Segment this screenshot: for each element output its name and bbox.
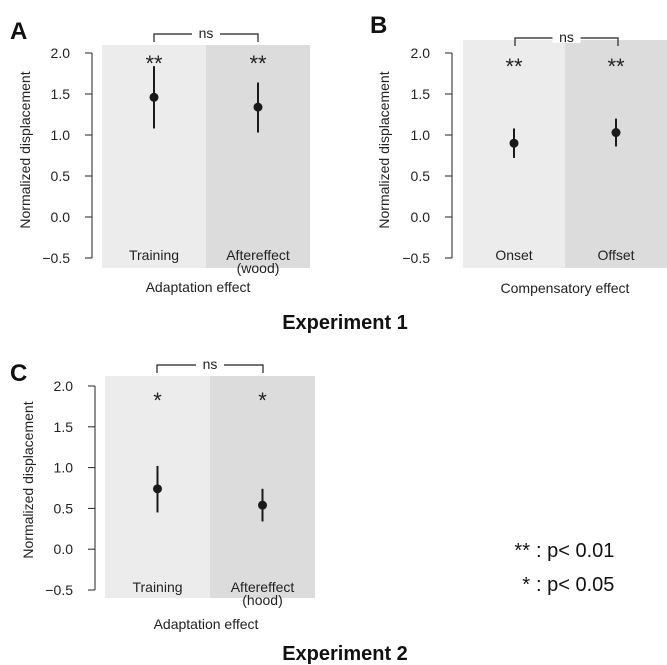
y-tick-label: 1.5 <box>51 86 71 102</box>
y-tick-label: −0.5 <box>45 582 73 598</box>
comparison-label-backdrop <box>192 25 220 39</box>
data-point <box>253 102 263 112</box>
y-tick-label: 0.0 <box>411 209 431 225</box>
plot-background-right <box>210 376 315 598</box>
plot-background-right <box>206 45 310 268</box>
x-axis-label: Adaptation effect <box>146 279 251 295</box>
y-tick-label: 1.0 <box>411 127 431 143</box>
significance-marker: ** <box>505 54 523 79</box>
panel-letter-c: C <box>10 360 27 387</box>
panel-letter-a: A <box>10 18 27 45</box>
y-tick-label: 1.0 <box>54 460 74 476</box>
significance-marker: * <box>258 388 267 413</box>
legend-symbol-double-star: ** <box>514 540 530 562</box>
y-tick-label: 2.0 <box>411 45 431 61</box>
y-tick-label: 1.5 <box>54 419 74 435</box>
data-point <box>509 138 519 148</box>
significance-marker: * <box>153 388 162 413</box>
category-label: Offset <box>597 247 634 263</box>
panel-b: B 2.0 1.5 1.0 0.5 0.0 −0.5 Normalized displace… <box>370 12 667 296</box>
comparison-label: ns <box>559 29 574 45</box>
experiment-2-label: Experiment 2 <box>282 643 408 665</box>
experiment-1-label: Experiment 1 <box>282 312 408 334</box>
x-axis-label: Adaptation effect <box>154 616 259 632</box>
y-tick-label: 0.5 <box>51 168 71 184</box>
legend-symbol-single-star: * <box>522 574 530 596</box>
plot-background-right <box>565 40 667 268</box>
panel-letter-b: B <box>370 12 387 39</box>
y-tick-label: 2.0 <box>51 45 71 61</box>
data-point <box>153 484 162 494</box>
category-label: Training <box>132 579 182 595</box>
data-point <box>149 92 159 102</box>
comparison-label-backdrop <box>552 29 581 43</box>
significance-marker: ** <box>145 51 163 76</box>
y-axis-label: Normalized displacement <box>17 71 33 228</box>
y-tick-label: 0.0 <box>54 541 74 557</box>
y-tick-label: 1.0 <box>51 127 71 143</box>
y-tick-label: 2.0 <box>54 378 74 394</box>
panel-c: C 2.0 1.5 1.0 0.5 0.0 −0.5 Normalized displace… <box>10 356 315 632</box>
category-label: Training <box>129 247 179 263</box>
y-tick-label: −0.5 <box>42 250 70 266</box>
legend-text-p-005: : p< 0.05 <box>536 574 614 596</box>
significance-marker: ** <box>249 51 267 76</box>
legend-text-p-001: : p< 0.01 <box>536 540 614 562</box>
y-tick-label: 1.5 <box>411 86 431 102</box>
y-tick-label: 0.0 <box>51 209 71 225</box>
data-point <box>258 500 267 510</box>
y-tick-label: −0.5 <box>402 250 430 266</box>
category-label: Aftereffect (hood) <box>231 579 295 608</box>
category-label: Onset <box>495 247 532 263</box>
panel-a: A 2.0 1.5 1.0 0.5 0.0 −0.5 Normalized displace… <box>10 18 310 295</box>
y-tick-label: 0.5 <box>411 168 431 184</box>
category-label: Aftereffect (wood) <box>226 247 290 276</box>
comparison-label: ns <box>203 356 218 372</box>
y-axis-label: Normalized displacement <box>376 71 392 228</box>
data-point <box>611 128 621 138</box>
y-axis-label: Normalized displacement <box>20 401 36 558</box>
significance-legend: ** : p< 0.01 * : p< 0.05 <box>514 540 614 596</box>
comparison-label: ns <box>199 25 214 41</box>
x-axis-label: Compensatory effect <box>501 280 630 296</box>
significance-marker: ** <box>607 54 625 79</box>
comparison-label-backdrop <box>196 356 224 370</box>
y-tick-label: 0.5 <box>54 500 74 516</box>
